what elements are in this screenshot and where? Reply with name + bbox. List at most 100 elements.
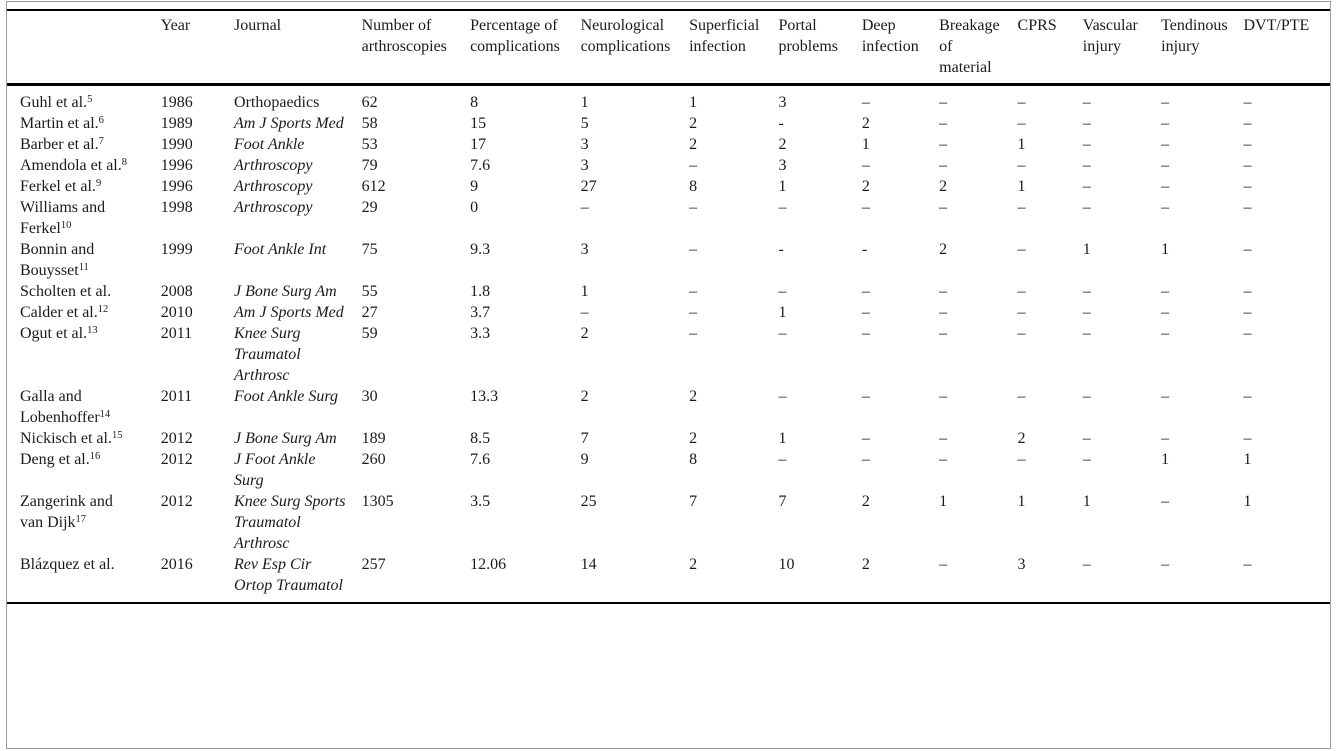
neuro-cell: – [580, 199, 589, 216]
portal-cell: – [778, 199, 787, 216]
table-body: Guhl et al.5 1986 Orthopaedics 62 8 1 1 3– – – – – –… [7, 85, 1330, 604]
arthroscopies-cell: 612 [361, 178, 386, 195]
table-row: Calder et al.12 2010 Am J Sports Med 27 3.7–… [7, 302, 1330, 323]
dvt-cell: – [1243, 430, 1252, 447]
vascular-cell: – [1082, 556, 1091, 573]
breakage-cell: – [939, 136, 948, 153]
reference-number: 14 [99, 409, 111, 420]
study-name: Nickisch et al. [20, 430, 112, 447]
dvt-cell: – [1243, 283, 1252, 300]
study-cell: Scholten et al. [7, 281, 161, 302]
study-cell: Bonnin and Bouysset11 [7, 239, 161, 281]
deep-cell: – [861, 199, 870, 216]
cprs-cell: – [1017, 451, 1026, 468]
breakage-cell: – [939, 115, 948, 132]
study-cell: Barber et al.7 [7, 134, 161, 155]
journal-cell: Foot Ankle [234, 136, 305, 153]
journal-cell: Knee Surg Traumatol Arthrosc [234, 325, 301, 384]
journal-cell: Am J Sports Med [234, 115, 344, 132]
superficial-cell: 8 [689, 178, 698, 195]
cprs-cell: – [1017, 388, 1026, 405]
arthroscopies-cell: 62 [361, 94, 378, 111]
portal-cell: 3 [778, 94, 787, 111]
portal-cell: 7 [778, 493, 787, 510]
reference-number: 15 [111, 430, 123, 441]
dvt-cell: – [1243, 325, 1252, 342]
neuro-cell: 14 [580, 556, 597, 573]
tendinous-cell: – [1161, 388, 1170, 405]
complications-table: Year Journal Number of arthroscopies Percen… [7, 9, 1330, 604]
arthroscopies-cell: 189 [361, 430, 386, 447]
superficial-cell: – [689, 325, 698, 342]
column-header-journal: Journal [234, 10, 362, 86]
table-row: Blázquez et al. 2016 Rev Esp Cir Ortop Tra… [7, 554, 1330, 603]
cprs-cell: – [1017, 283, 1026, 300]
study-cell: Blázquez et al. [7, 554, 161, 603]
superficial-cell: 7 [689, 493, 698, 510]
breakage-cell: – [939, 283, 948, 300]
neuro-cell: 9 [580, 451, 589, 468]
arthroscopies-cell: 53 [361, 136, 378, 153]
neuro-cell: 25 [580, 493, 597, 510]
table-row: Williams and Ferkel10 1998 Arthroscopy 29 0–… [7, 197, 1330, 239]
dvt-cell: – [1243, 388, 1252, 405]
study-name: Ogut et al. [20, 325, 88, 342]
table-row: Galla and Lobenhoffer14 2011 Foot Ankle Su… [7, 386, 1330, 428]
study-cell: Nickisch et al.15 [7, 428, 161, 449]
column-header-study [7, 10, 161, 86]
vascular-cell: – [1082, 283, 1091, 300]
table-row: Zangerink and van Dijk17 2012 Knee Surg Sp… [7, 491, 1330, 554]
study-name: Guhl et al. [20, 94, 88, 111]
study-name: Williams and Ferkel [20, 199, 106, 237]
dvt-cell: 1 [1243, 451, 1252, 468]
pct-cell: 3.5 [470, 493, 491, 510]
vascular-cell: – [1082, 115, 1091, 132]
superficial-cell: 2 [689, 556, 698, 573]
journal-cell: Am J Sports Med [234, 304, 344, 321]
pct-cell: 7.6 [470, 451, 491, 468]
neuro-cell: 1 [580, 283, 589, 300]
study-cell: Martin et al.6 [7, 113, 161, 134]
column-header-vascular: Vascular injury [1082, 10, 1162, 86]
arthroscopies-cell: 55 [361, 283, 378, 300]
pct-cell: 3.3 [470, 325, 491, 342]
portal-cell: 1 [778, 430, 787, 447]
tendinous-cell: – [1161, 304, 1170, 321]
journal-cell: Knee Surg Sports Traumatol Arthrosc [234, 493, 346, 552]
vascular-cell: – [1082, 304, 1091, 321]
table-row: Martin et al.6 1989 Am J Sports Med 58 15 5 2-… [7, 113, 1330, 134]
pct-cell: 7.6 [470, 157, 491, 174]
arthroscopies-cell: 59 [361, 325, 378, 342]
breakage-cell: – [939, 430, 948, 447]
breakage-cell: 1 [939, 493, 948, 510]
tendinous-cell: – [1161, 199, 1170, 216]
vascular-cell: – [1082, 430, 1091, 447]
study-cell: Deng et al.16 [7, 449, 161, 491]
tendinous-cell: – [1161, 283, 1170, 300]
breakage-cell: – [939, 325, 948, 342]
deep-cell: – [861, 304, 870, 321]
journal-cell: Foot Ankle Int [234, 241, 327, 258]
tendinous-cell: 1 [1161, 241, 1170, 258]
column-header-dvt: DVT/PTE [1243, 10, 1330, 86]
tendinous-cell: – [1161, 556, 1170, 573]
study-cell: Calder et al.12 [7, 302, 161, 323]
journal-cell: J Foot Ankle Surg [234, 451, 316, 489]
year-cell: 2016 [160, 556, 193, 573]
breakage-cell: – [939, 304, 948, 321]
reference-number: 13 [87, 325, 98, 336]
table-row: Bonnin and Bouysset11 1999 Foot Ankle Int 7… [7, 239, 1330, 281]
neuro-cell: 3 [580, 157, 589, 174]
study-name: Ferkel et al. [20, 178, 96, 195]
year-cell: 1989 [160, 115, 193, 132]
superficial-cell: – [689, 199, 698, 216]
portal-cell: – [778, 325, 787, 342]
table-row: Ogut et al.13 2011 Knee Surg Traumatol Art… [7, 323, 1330, 386]
year-cell: 2011 [160, 388, 193, 405]
column-header-arthroscopies: Number of arthroscopies [361, 10, 471, 86]
tendinous-cell: – [1161, 430, 1170, 447]
breakage-cell: 2 [939, 178, 948, 195]
cprs-cell: 3 [1017, 556, 1026, 573]
year-cell: 2012 [160, 493, 193, 510]
